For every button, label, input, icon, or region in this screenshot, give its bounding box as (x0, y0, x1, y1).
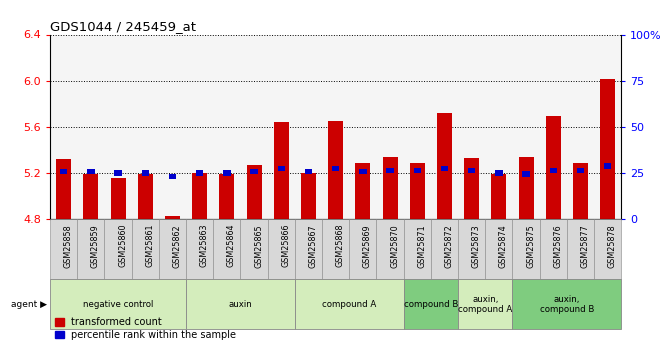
Bar (550, 168, 557, 173)
Text: GSM25865: GSM25865 (254, 224, 263, 267)
Bar (50, 279, 186, 329)
Bar (495, 170, 502, 176)
Bar (512, 279, 621, 329)
Bar (546, 116, 560, 219)
Text: GSM25873: GSM25873 (472, 224, 481, 267)
Bar (458, 279, 512, 329)
Bar (246, 165, 262, 219)
Bar (349, 219, 377, 279)
Text: auxin,
compound B: auxin, compound B (540, 295, 594, 314)
Bar (186, 279, 295, 329)
Text: GSM25866: GSM25866 (281, 224, 291, 267)
Bar (196, 170, 204, 176)
Bar (386, 168, 394, 173)
Bar (322, 219, 349, 279)
Legend: transformed count, percentile rank within the sample: transformed count, percentile rank withi… (55, 317, 236, 340)
Bar (573, 162, 588, 219)
Bar (540, 219, 567, 279)
Bar (60, 169, 67, 174)
Bar (403, 219, 431, 279)
Text: GSM25861: GSM25861 (146, 224, 154, 267)
Bar (142, 170, 149, 176)
Bar (169, 174, 176, 179)
Text: GSM25864: GSM25864 (227, 224, 236, 267)
Bar (485, 219, 512, 279)
Bar (305, 169, 312, 174)
Bar (600, 79, 615, 219)
Bar (77, 219, 104, 279)
Text: GDS1044 / 245459_at: GDS1044 / 245459_at (50, 20, 196, 33)
Text: GSM25871: GSM25871 (418, 224, 426, 267)
Text: GSM25862: GSM25862 (172, 224, 182, 267)
Bar (431, 219, 458, 279)
Bar (332, 166, 339, 171)
Bar (104, 219, 132, 279)
Text: GSM25870: GSM25870 (390, 224, 399, 267)
Bar (50, 219, 77, 279)
Text: auxin,
compound A: auxin, compound A (458, 295, 512, 314)
Text: negative control: negative control (83, 300, 153, 309)
Text: GSM25878: GSM25878 (608, 224, 617, 267)
Bar (383, 157, 397, 219)
Bar (87, 169, 95, 174)
Text: GSM25860: GSM25860 (118, 224, 127, 267)
Bar (594, 219, 621, 279)
Text: GSM25872: GSM25872 (444, 224, 454, 268)
Bar (409, 162, 425, 219)
Text: GSM25868: GSM25868 (335, 224, 345, 267)
Bar (250, 169, 258, 174)
Text: GSM25858: GSM25858 (63, 224, 73, 267)
Bar (403, 279, 458, 329)
Bar (512, 219, 540, 279)
Bar (165, 216, 180, 219)
Bar (213, 219, 240, 279)
Bar (576, 168, 584, 173)
Text: GSM25874: GSM25874 (499, 224, 508, 267)
Bar (192, 173, 207, 219)
Bar (492, 174, 506, 219)
Bar (111, 178, 126, 219)
Text: compound A: compound A (322, 300, 376, 309)
Text: GSM25863: GSM25863 (200, 224, 208, 267)
Bar (159, 219, 186, 279)
Bar (567, 219, 594, 279)
Bar (295, 279, 403, 329)
Bar (277, 166, 285, 171)
Bar (132, 219, 159, 279)
Text: compound B: compound B (403, 300, 458, 309)
Bar (219, 174, 234, 219)
Text: GSM25876: GSM25876 (553, 224, 562, 267)
Text: GSM25859: GSM25859 (91, 224, 100, 268)
Bar (138, 174, 153, 219)
Text: agent ▶: agent ▶ (11, 300, 47, 309)
Bar (441, 166, 448, 171)
Bar (268, 219, 295, 279)
Bar (355, 162, 370, 219)
Bar (604, 164, 611, 169)
Bar (377, 219, 403, 279)
Bar (413, 168, 421, 173)
Bar (84, 174, 98, 219)
Bar (114, 170, 122, 176)
Bar (458, 219, 485, 279)
Bar (468, 168, 476, 173)
Bar (274, 122, 289, 219)
Bar (223, 170, 230, 176)
Text: GSM25867: GSM25867 (309, 224, 317, 267)
Bar (328, 121, 343, 219)
Text: GSM25875: GSM25875 (526, 224, 535, 268)
Bar (301, 173, 316, 219)
Bar (240, 219, 268, 279)
Bar (522, 171, 530, 177)
Bar (295, 219, 322, 279)
Bar (437, 113, 452, 219)
Text: GSM25877: GSM25877 (580, 224, 589, 268)
Bar (56, 159, 71, 219)
Bar (518, 157, 534, 219)
Bar (359, 169, 367, 174)
Bar (464, 158, 479, 219)
Text: auxin: auxin (228, 300, 253, 309)
Text: GSM25869: GSM25869 (363, 224, 372, 267)
Bar (186, 219, 213, 279)
